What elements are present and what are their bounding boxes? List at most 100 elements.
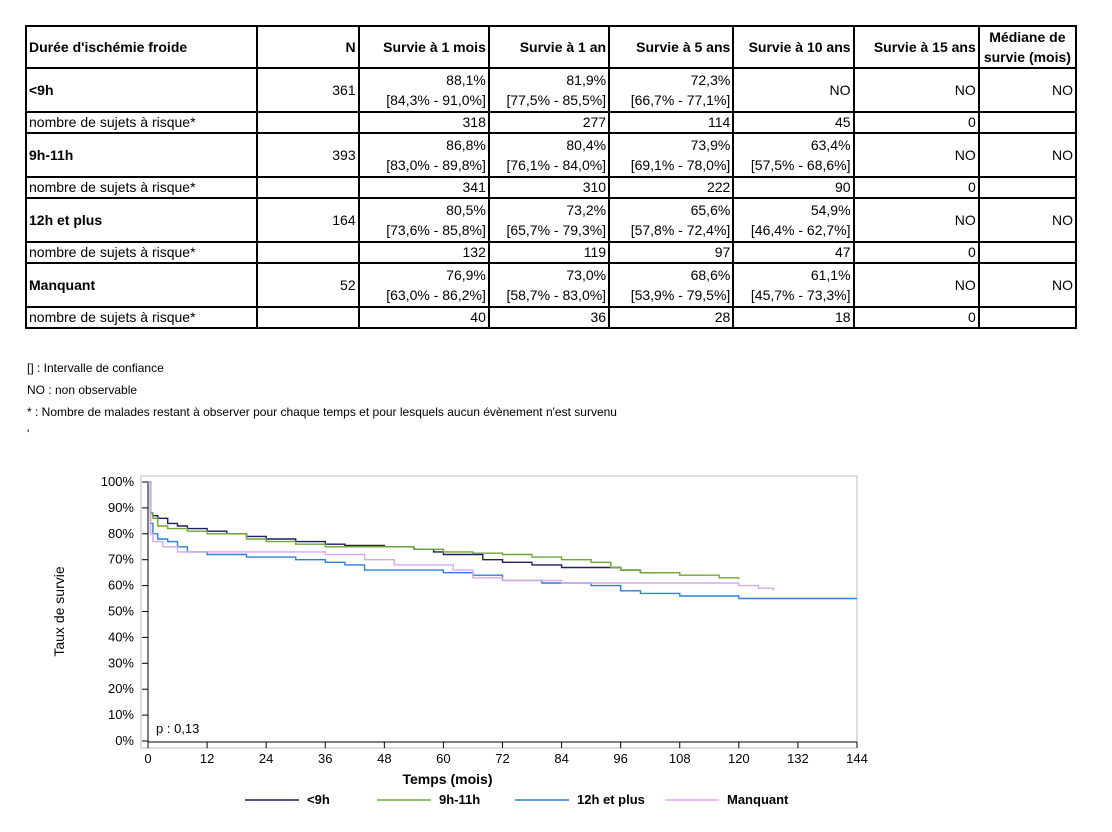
x-tick-label: 0 xyxy=(144,751,151,766)
survival-estimate: 65,6% xyxy=(690,202,731,218)
confidence-interval: [76,1% - 84,0%] xyxy=(506,157,607,173)
survival-estimate: 72,3% xyxy=(690,72,731,88)
y-axis-title: Taux de survie xyxy=(51,566,67,656)
survival-cell: 61,1% [45,7% - 73,3%] xyxy=(732,262,855,308)
survival-chart: 0% 10% 20% 30% 40% 50% 60% 70% 80% 90% 100% 0 12 24 36… xyxy=(51,474,868,807)
series-line-3 xyxy=(148,481,774,591)
risk-label: nombre de sujets à risque* xyxy=(24,306,259,329)
survival-cell: 80,4% [76,1% - 84,0%] xyxy=(487,132,611,178)
risk-n-empty xyxy=(256,306,360,329)
survival-cell: NO xyxy=(977,132,1078,178)
risk-count: 0 xyxy=(852,306,980,329)
risk-count: 0 xyxy=(852,241,980,264)
survival-cell: NO xyxy=(977,197,1078,243)
risk-count: 114 xyxy=(608,111,735,134)
survival-cell: 68,6% [53,9% - 79,5%] xyxy=(608,262,735,308)
confidence-interval: [45,7% - 73,3%] xyxy=(750,287,851,303)
risk-count: 341 xyxy=(357,176,490,199)
x-tick-label: 24 xyxy=(259,751,273,766)
x-tick-label: 72 xyxy=(495,751,509,766)
survival-estimate: 68,6% xyxy=(690,267,731,283)
confidence-interval: [57,8% - 72,4%] xyxy=(630,222,731,238)
series-line-2 xyxy=(148,481,857,600)
confidence-interval: [69,1% - 78,0%] xyxy=(630,157,731,173)
x-tick-label: 108 xyxy=(669,751,691,766)
header-cell: Médiane de survie (mois) xyxy=(977,25,1078,69)
legend-label: Manquant xyxy=(727,792,789,807)
group-n: 361 xyxy=(256,67,360,113)
confidence-interval: [58,7% - 83,0%] xyxy=(506,287,607,303)
survival-estimate: NO xyxy=(954,147,976,163)
x-tick-label: 96 xyxy=(613,751,627,766)
survival-cell: 73,2% [65,7% - 79,3%] xyxy=(487,197,611,243)
survival-cell: 81,9% [77,5% - 85,5%] xyxy=(487,67,611,113)
header-cell: Survie à 10 ans xyxy=(732,25,855,69)
confidence-interval: [63,0% - 86,2%] xyxy=(386,287,486,303)
group-label: <9h xyxy=(24,67,259,113)
survival-estimate: NO xyxy=(1052,147,1073,163)
group-n: 393 xyxy=(256,132,360,178)
x-axis-title: Temps (mois) xyxy=(403,771,493,787)
p-value-label: p : 0,13 xyxy=(156,721,199,736)
legend-label: 12h et plus xyxy=(577,792,645,807)
survival-cell: NO xyxy=(852,197,980,243)
survival-cell: NO xyxy=(852,132,980,178)
risk-count: 45 xyxy=(732,111,855,134)
group-n: 164 xyxy=(256,197,360,243)
series-line-1 xyxy=(148,481,740,580)
legend-label: 9h-11h xyxy=(439,792,480,807)
risk-count: 0 xyxy=(852,111,980,134)
survival-cell: 76,9% [63,0% - 86,2%] xyxy=(357,262,490,308)
group-label: Manquant xyxy=(24,262,259,308)
survival-cell: NO xyxy=(732,67,855,113)
y-tick-label: 80% xyxy=(108,526,134,541)
risk-count: 132 xyxy=(357,241,490,264)
survival-estimate: NO xyxy=(954,212,976,228)
risk-row: nombre de sujets à risque* 318 277 114 45 0 xyxy=(24,111,1078,134)
header-cell: Survie à 1 an xyxy=(487,25,611,69)
confidence-interval: [84,3% - 91,0%] xyxy=(386,92,486,108)
survival-estimate: 73,9% xyxy=(690,137,731,153)
risk-count xyxy=(977,176,1078,199)
survival-cell: 88,1% [84,3% - 91,0%] xyxy=(357,67,490,113)
survival-estimate: 63,4% xyxy=(810,137,851,153)
risk-count: 0 xyxy=(852,176,980,199)
risk-count: 47 xyxy=(732,241,855,264)
confidence-interval: [83,0% - 89,8%] xyxy=(386,157,486,173)
survival-cell: 73,0% [58,7% - 83,0%] xyxy=(487,262,611,308)
x-tick-label: 48 xyxy=(377,751,391,766)
risk-n-empty xyxy=(256,176,360,199)
table-row: Manquant 52 76,9% [63,0% - 86,2%] 73,0% [58,7… xyxy=(24,262,1078,308)
header-cell: Survie à 1 mois xyxy=(357,25,490,69)
y-tick-label: 50% xyxy=(108,604,134,619)
survival-cell: 54,9% [46,4% - 62,7%] xyxy=(732,197,855,243)
confidence-interval: [77,5% - 85,5%] xyxy=(506,92,607,108)
risk-count: 310 xyxy=(487,176,611,199)
y-tick-label: 30% xyxy=(108,655,134,670)
risk-count: 97 xyxy=(608,241,735,264)
note-line: NO : non observable xyxy=(27,383,138,397)
survival-cell: NO xyxy=(852,262,980,308)
plot-frame xyxy=(140,475,858,749)
x-tick-label: 12 xyxy=(200,751,214,766)
survival-estimate: 54,9% xyxy=(810,202,851,218)
survival-estimate: 80,4% xyxy=(566,137,607,153)
confidence-interval: [57,5% - 68,6%] xyxy=(750,157,851,173)
confidence-interval: [53,9% - 79,5%] xyxy=(630,287,731,303)
table-row: 12h et plus 164 80,5% [73,6% - 85,8%] 73,2% [… xyxy=(24,197,1078,243)
survival-estimate: 61,1% xyxy=(810,267,851,283)
risk-count: 318 xyxy=(357,111,490,134)
survival-cell: NO xyxy=(977,67,1078,113)
y-tick-label: 60% xyxy=(108,578,134,593)
survival-cell: NO xyxy=(852,67,980,113)
legend-label: <9h xyxy=(307,792,330,807)
x-tick-label: 132 xyxy=(787,751,809,766)
survival-estimate: NO xyxy=(829,82,851,98)
note-line: ' xyxy=(27,427,30,441)
survival-cell: 86,8% [83,0% - 89,8%] xyxy=(357,132,490,178)
survival-cell: NO xyxy=(977,262,1078,308)
header-cell: N xyxy=(256,25,360,69)
confidence-interval: [73,6% - 85,8%] xyxy=(386,222,486,238)
header-cell: Durée d'ischémie froide xyxy=(24,25,259,69)
survival-cell: 80,5% [73,6% - 85,8%] xyxy=(357,197,490,243)
